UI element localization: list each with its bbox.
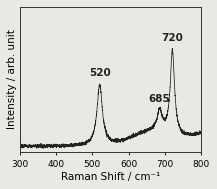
Text: 520: 520 bbox=[89, 68, 110, 78]
Text: 720: 720 bbox=[161, 33, 183, 43]
Y-axis label: Intensity / arb. unit: Intensity / arb. unit bbox=[7, 29, 17, 129]
X-axis label: Raman Shift / cm⁻¹: Raman Shift / cm⁻¹ bbox=[61, 172, 160, 182]
Text: 685: 685 bbox=[149, 94, 171, 104]
